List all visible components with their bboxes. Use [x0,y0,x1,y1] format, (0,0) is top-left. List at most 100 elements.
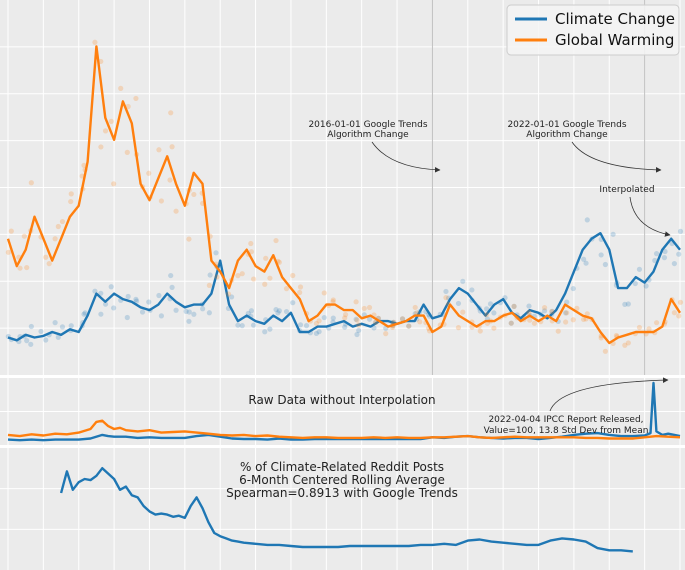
global-warming-raw-point [581,316,587,323]
climate-change-raw-point [563,310,569,316]
global-warming-raw-point [17,265,23,271]
global-warming-raw-point [206,282,212,288]
annotation-2016-line2: Algorithm Change [327,130,409,140]
reddit-panel-subtitle-2: Spearman=0.8913 with Google Trends [226,486,458,500]
climate-change-raw-point [460,278,466,284]
climate-change-raw-point [602,261,608,268]
global-warming-raw-point [671,310,677,316]
global-warming-raw-point [330,299,336,305]
global-warming-raw-point [156,147,162,153]
climate-change-raw-point [652,257,658,264]
global-warming-raw-point [527,317,533,323]
global-warming-raw-point [290,272,296,279]
climate-change-raw-point [570,285,576,292]
global-warming-raw-point [297,284,304,290]
global-warming-raw-point [412,304,418,311]
reddit-line-reddit-share [59,467,633,553]
climate-change-raw-point [661,255,668,261]
global-warming-raw-point [549,308,555,315]
climate-change-raw-point [124,314,130,321]
global-warming-raw-point [167,177,173,183]
global-warming-raw-point [43,254,49,260]
global-warming-raw-point [622,342,628,348]
algorithm-change-lines [431,0,646,375]
global-warming-raw-point [526,309,532,316]
climate-change-raw-point [52,320,58,326]
climate-change-raw-point [98,290,104,296]
climate-change-raw-point [239,323,245,329]
climate-change-raw-point [511,303,517,309]
climate-change-raw-point [290,300,296,306]
global-warming-raw-point [342,312,349,318]
global-warming-raw-point [353,299,359,305]
climate-change-raw-point [653,251,660,257]
climate-change-raw-point [632,280,638,287]
global-warming-raw-point [316,318,322,324]
global-warming-raw-point [173,208,179,214]
climate-change-raw-point [24,338,30,344]
climate-change-raw-point [564,299,570,305]
annotation-interpolated: Interpolated [599,185,654,195]
climate-change-raw-point [330,315,336,321]
global-warming-raw-point [443,295,449,301]
global-warming-raw-point [574,305,580,311]
global-warming-raw-point [248,249,255,255]
climate-change-raw-point [156,292,162,299]
climate-change-raw-point [206,310,212,316]
global-warming-raw-point [146,170,152,176]
global-warming-raw-point [68,198,74,205]
global-warming-raw-point [602,348,608,354]
legend-frame [506,4,680,56]
global-warming-raw-point [636,324,643,331]
global-warming-raw-point [124,149,130,155]
global-warming-raw-point [531,320,537,326]
climate-change-raw-point [469,287,475,293]
climate-change-raw-point [235,322,241,328]
global-warming-raw-point [214,274,220,280]
global-warming-raw-point [250,276,257,282]
climate-change-raw-point [321,314,327,321]
climate-change-raw-point [168,272,174,279]
raw-line-global-warming [7,419,681,440]
climate-change-raw-point [248,308,255,314]
global-warming-raw-point [342,315,348,321]
climate-change-raw-point [625,301,631,307]
global-warming-raw-point [646,326,652,332]
global-warming-raw-point [356,322,362,328]
legend-label-global-warming: Global Warming [555,31,674,49]
climate-change-raw-point [250,322,257,328]
climate-change-raw-point [207,272,213,278]
climate-change-raw-point [98,311,104,317]
climate-change-raw-point [487,301,494,307]
climate-change-raw-point [353,316,359,322]
climate-change-raw-point [169,284,175,290]
global-warming-raw-point [508,320,514,326]
global-warming-raw-point [676,313,682,319]
global-warming-raw-point [361,305,367,312]
climate-change-raw-point [68,323,74,329]
global-warming-raw-point [570,317,576,323]
climate-change-raw-point [342,324,348,330]
reddit-panel-subtitle-1: 6-Month Centered Rolling Average [239,473,445,487]
climate-change-raw-point [313,330,320,337]
global-warming-raw-point [98,144,104,150]
annotation-2022-line2: Algorithm Change [526,130,608,140]
climate-change-raw-point [399,316,406,322]
ipcc-annotation-line1: 2022-04-04 IPCC Report Released, [488,415,643,425]
climate-change-raw-point [508,320,514,326]
climate-change-raw-point [677,228,684,234]
climate-change-raw-point [354,331,360,338]
climate-change-raw-point [491,310,497,316]
global-warming-raw-point [168,110,174,116]
climate-change-raw-point [622,301,628,307]
climate-change-raw-point [366,316,373,322]
global-warming-raw-point [102,128,109,134]
climate-change-raw-point [455,300,462,307]
trends-series [5,39,684,354]
legend: Climate Change Global Warming [506,4,680,56]
global-warming-raw-point [235,273,241,279]
global-warming-raw-point [191,191,197,198]
climate-change-raw-point [191,311,197,317]
global-warming-raw-point [225,291,232,297]
climate-change-raw-point [598,252,604,258]
